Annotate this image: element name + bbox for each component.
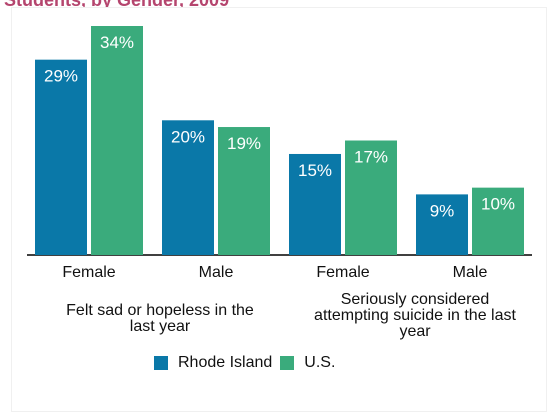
bar-rhode-island-0 [35,59,87,256]
bar-rhode-island-1 [162,120,214,255]
category-label-3: Male [453,264,488,281]
category-label-2: Female [316,264,369,281]
legend: Rhode Island U.S. [154,354,343,372]
value-label-rhode-island-0: 29% [44,67,78,86]
value-label-rhode-island-3: 9% [430,201,455,220]
bar-u-s-1 [218,127,270,255]
value-label-u-s-0: 34% [100,33,134,52]
chart-title: Students, by Gender, 2009 [4,0,230,10]
category-label-1: Male [199,264,234,281]
bars-layer [35,26,524,256]
category-label-0: Female [62,264,115,281]
bar-u-s-3 [472,187,524,255]
legend-swatch-us [280,356,295,370]
group-label-1: Seriously considered attempting suicide i… [314,291,516,340]
value-label-rhode-island-2: 15% [298,161,332,180]
bar-rhode-island-2 [289,153,341,255]
value-label-u-s-1: 19% [227,134,261,153]
bar-u-s-2 [345,140,397,255]
legend-label-rhode-island: Rhode Island [178,354,273,371]
legend-item-us: U.S. [280,354,335,372]
value-label-u-s-3: 10% [481,195,515,214]
legend-item-rhode-island: Rhode Island [154,354,272,372]
value-label-u-s-2: 17% [354,148,388,167]
bar-u-s-0 [91,26,143,255]
group-labels-layer: Felt sad or hopeless in the last year Seri… [66,291,516,340]
legend-label-us: U.S. [304,354,336,371]
legend-swatch-rhode-island [154,356,168,370]
category-labels-layer: Female Male Female Male [62,264,487,281]
group-label-0: Felt sad or hopeless in the last year [66,302,254,335]
value-labels-layer: 29% 34% 20% 19% 15% 17% 9% 10% [44,33,515,220]
value-label-rhode-island-1: 20% [171,127,205,146]
bar-rhode-island-3 [416,194,468,255]
